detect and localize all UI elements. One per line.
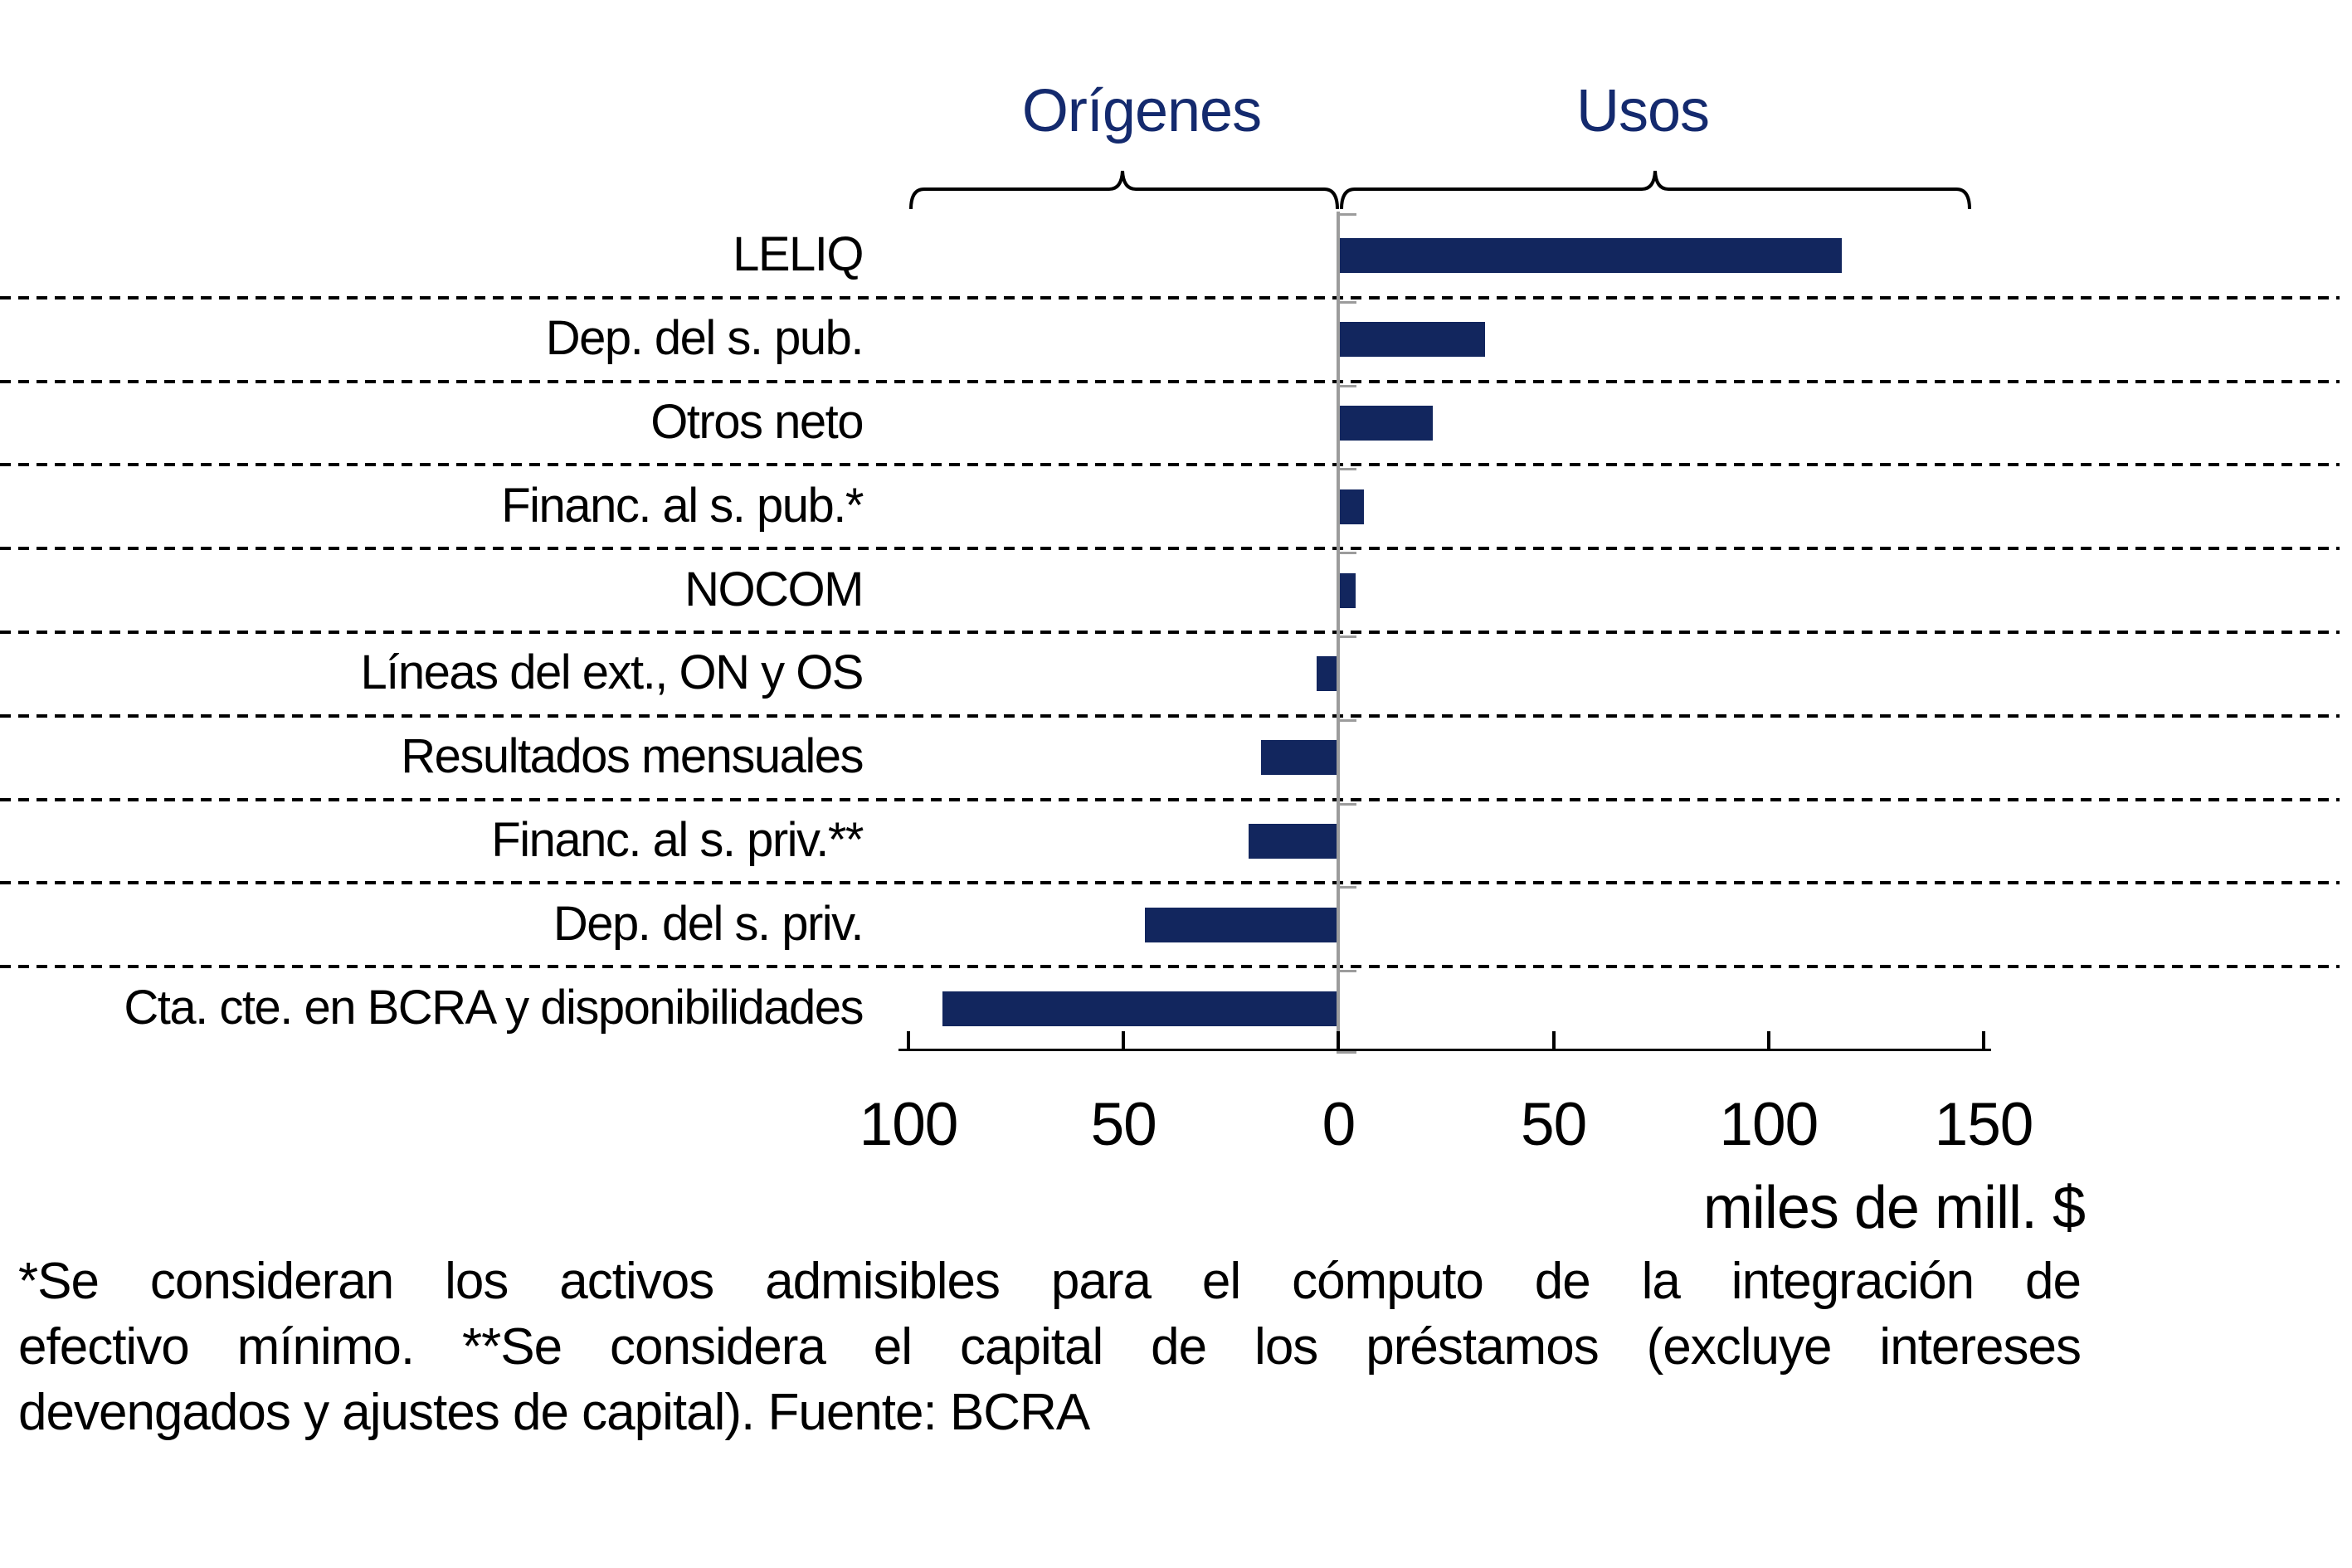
category-label: NOCOM [684, 562, 864, 616]
x-axis-tick-label: 100 [1719, 1091, 1819, 1158]
bar-2 [1338, 322, 1485, 358]
bar-3 [1338, 406, 1434, 441]
usos-group-label: Usos [1575, 78, 1710, 144]
x-axis-tick-label: 50 [1090, 1091, 1157, 1158]
footnote-line: devengados y ajustes de capital). Fuente… [18, 1384, 1090, 1441]
x-axis-tick-label: 50 [1520, 1091, 1587, 1158]
row-divider [0, 631, 2340, 634]
row-divider [0, 965, 2340, 969]
zero-axis-mini-tick [1337, 552, 1357, 555]
zero-axis-mini-tick [1337, 1051, 1357, 1054]
x-axis-line [898, 1049, 1991, 1051]
row-divider [0, 463, 2340, 467]
axis-unit-label: miles de mill. $ [1702, 1175, 2086, 1241]
bar-9 [1145, 907, 1339, 942]
category-label: Financ. al s. priv.** [491, 812, 864, 867]
category-label: Dep. del s. pub. [545, 311, 864, 366]
x-axis-tick [1122, 1031, 1126, 1049]
footnote-line: efectivo mínimo. **Se considera el capit… [18, 1318, 2082, 1376]
row-divider [0, 797, 2340, 801]
x-axis-tick [1982, 1031, 1985, 1049]
row-divider [0, 379, 2340, 383]
zero-axis-line [1337, 212, 1341, 1052]
category-label: Otros neto [650, 394, 864, 449]
zero-axis-mini-tick [1337, 802, 1357, 806]
row-divider [0, 713, 2340, 718]
bar-5 [1338, 572, 1356, 608]
zero-axis-mini-tick [1337, 213, 1357, 216]
footnote: *Se consideran los activos admisibles pa… [18, 1249, 2082, 1445]
category-label: LELIQ [733, 227, 864, 282]
row-divider [0, 881, 2340, 885]
zero-axis-mini-tick [1337, 970, 1357, 973]
x-axis-tick [907, 1031, 910, 1049]
bar-4 [1338, 489, 1365, 524]
bar-1 [1338, 238, 1842, 274]
bar-8 [1248, 824, 1339, 859]
zero-axis-mini-tick [1337, 468, 1357, 471]
category-label: Líneas del ext., ON y OS [360, 645, 864, 700]
zero-axis-mini-tick [1337, 886, 1357, 889]
category-label: Financ. al s. pub.* [501, 478, 864, 533]
category-label: Resultados mensuales [401, 729, 864, 784]
zero-axis-mini-tick [1337, 300, 1357, 304]
row-divider [0, 547, 2340, 551]
usos-brace [1340, 170, 1971, 210]
bar-7 [1261, 740, 1339, 776]
group-braces [909, 170, 1971, 210]
origenes-group-label: Orígenes [1021, 78, 1262, 144]
origenes-brace [909, 170, 1339, 210]
category-label: Cta. cte. en BCRA y disponibilidades [124, 980, 864, 1035]
x-axis-tick [1551, 1031, 1556, 1049]
bar-6 [1317, 656, 1339, 692]
x-axis-tick [1337, 1031, 1341, 1049]
category-label: Dep. del s. priv. [553, 896, 864, 951]
x-axis-tick-label: 150 [1934, 1091, 2034, 1158]
zero-axis-mini-tick [1337, 635, 1357, 638]
x-axis-tick-label: 0 [1322, 1091, 1356, 1158]
zero-axis-mini-tick [1337, 384, 1357, 387]
x-axis-tick-label: 100 [859, 1091, 959, 1158]
bar-10 [942, 991, 1339, 1026]
x-axis-tick [1766, 1031, 1770, 1049]
row-divider [0, 295, 2340, 299]
zero-axis-mini-tick [1337, 718, 1357, 722]
footnote-line: *Se consideran los activos admisibles pa… [18, 1253, 2082, 1310]
